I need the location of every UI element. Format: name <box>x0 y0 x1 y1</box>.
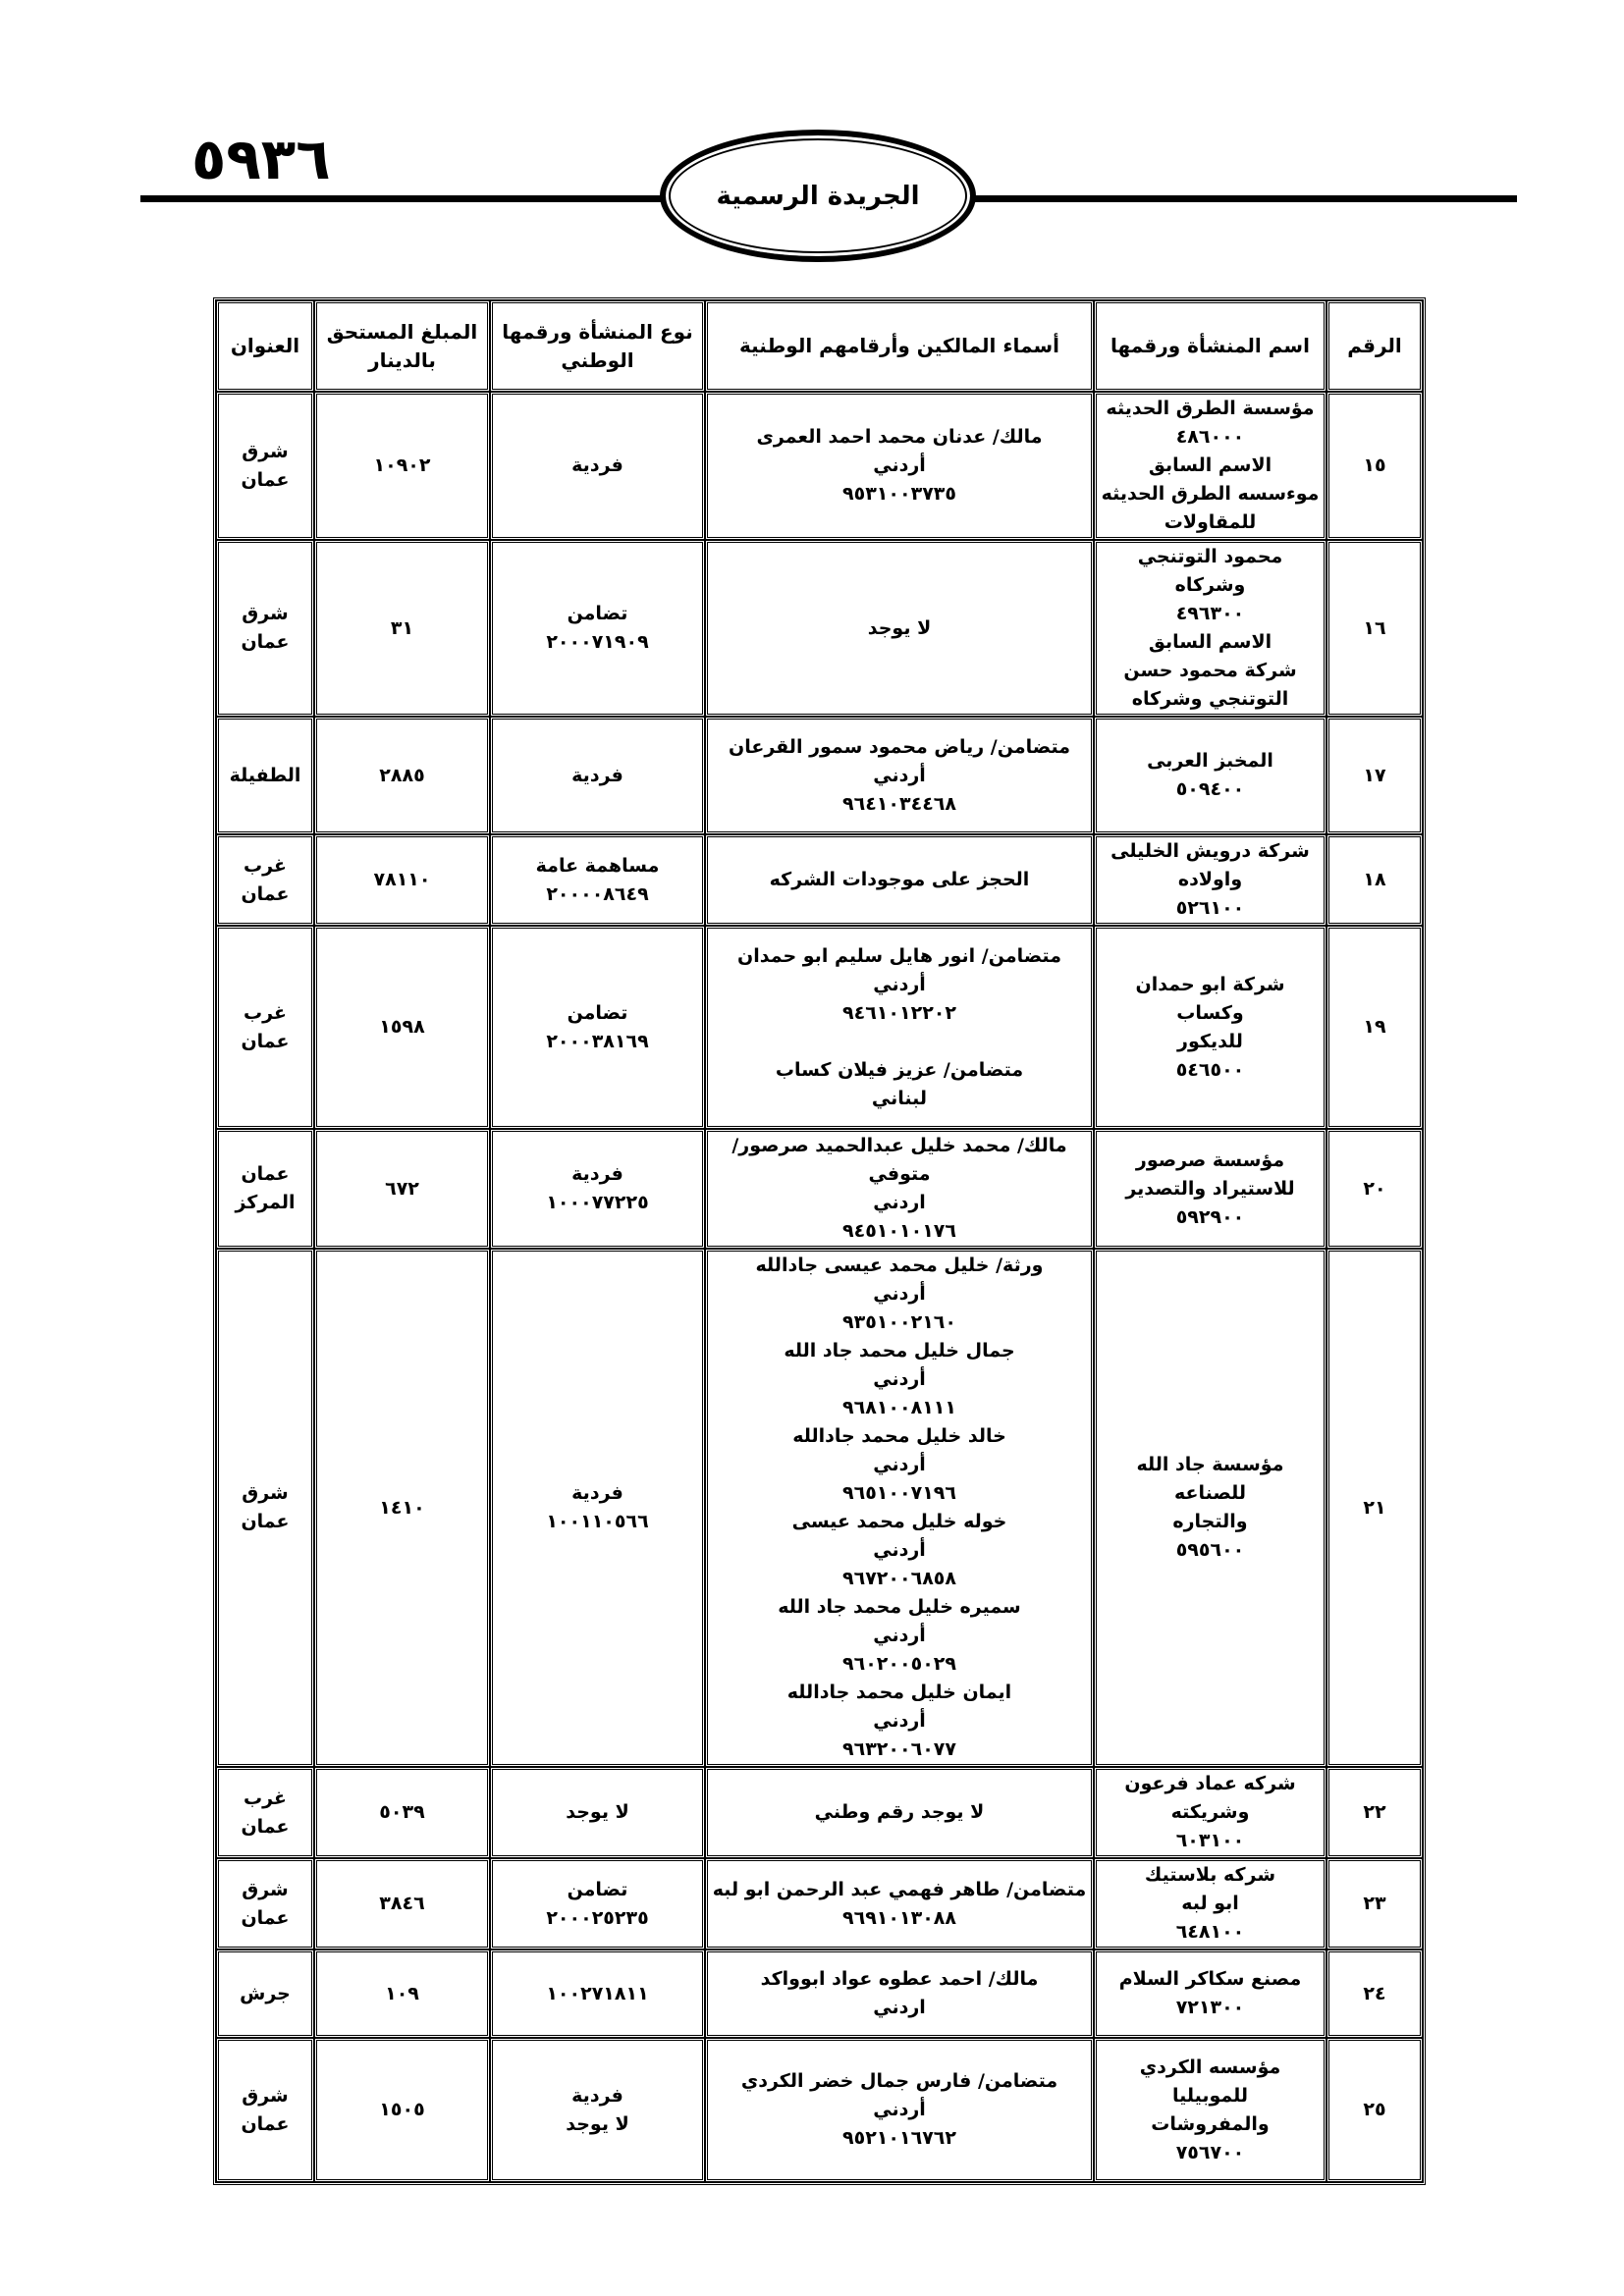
records-table: الرقم اسم المنشأة ورقمها أسماء المالكين … <box>213 297 1426 2185</box>
cell-address: شرق عمان <box>216 540 314 717</box>
cell-address: شرق عمان <box>216 1858 314 1949</box>
cell-type: فردية ١٠٠٠٧٧٢٢٥ <box>490 1129 705 1249</box>
table-row: ٢٣ شركه بلاستيك ابو لبه ٦٤٨١٠٠ متضامن/ طاه… <box>216 1858 1423 1949</box>
cell-amount: ٦٧٢ <box>314 1129 490 1249</box>
table-row: ١٩ شركة ابو حمدان وكساب للديكور ٥٤٦٥٠٠ متض… <box>216 926 1423 1129</box>
cell-amount: ١٥٩٨ <box>314 926 490 1129</box>
table-row: ١٨ شركة درويش الخليلى واولاده ٥٢٦١٠٠ الحجز… <box>216 834 1423 926</box>
cell-num: ١٨ <box>1326 834 1423 926</box>
cell-owners: متضامن/ طاهر فهمي عبد الرحمن ابو لبه ٩٦٩… <box>705 1858 1094 1949</box>
cell-num: ٢١ <box>1326 1249 1423 1767</box>
cell-amount: ١٥٠٥ <box>314 2038 490 2182</box>
col-header-name: اسم المنشأة ورقمها <box>1094 300 1326 392</box>
cell-address: شرق عمان <box>216 392 314 540</box>
cell-name: شركة درويش الخليلى واولاده ٥٢٦١٠٠ <box>1094 834 1326 926</box>
cell-type: فردية <box>490 392 705 540</box>
cell-num: ٢٠ <box>1326 1129 1423 1249</box>
cell-amount: ٣٨٤٦ <box>314 1858 490 1949</box>
cell-amount: ٥٠٣٩ <box>314 1767 490 1858</box>
cell-type: ١٠٠٢٧١٨١١ <box>490 1949 705 2038</box>
cell-num: ٢٢ <box>1326 1767 1423 1858</box>
cell-owners: متضامن/ انور هايل سليم ابو حمدان أردني ٩… <box>705 926 1094 1129</box>
table-row: ٢٤ مصنع سكاكر السلام ٧٢١٣٠٠ مالك/ احمد عطو… <box>216 1949 1423 2038</box>
cell-address: عمان المركز <box>216 1129 314 1249</box>
cell-num: ١٩ <box>1326 926 1423 1129</box>
cell-owners: ورثة/ خليل محمد عيسى جادالله أردني ٩٣٥١٠… <box>705 1249 1094 1767</box>
cell-name: مصنع سكاكر السلام ٧٢١٣٠٠ <box>1094 1949 1326 2038</box>
cell-type: لا يوجد <box>490 1767 705 1858</box>
table-row: ١٥ مؤسسة الطرق الحديثه ٤٨٦٠٠٠ الاسم الساب… <box>216 392 1423 540</box>
cell-name: محمود التوتنجي وشركاه ٤٩٦٣٠٠ الاسم الساب… <box>1094 540 1326 717</box>
cell-name: مؤسسة الطرق الحديثه ٤٨٦٠٠٠ الاسم السابق … <box>1094 392 1326 540</box>
cell-owners: مالك/ عدنان محمد احمد العمرى أردني ٩٥٣١٠… <box>705 392 1094 540</box>
cell-address: غرب عمان <box>216 926 314 1129</box>
publication-title-oval: الجريدة الرسمية <box>660 130 976 262</box>
table-row: ٢٥ مؤسسه الكردي للموبيليا والمفروشات ٧٥٦٧… <box>216 2038 1423 2182</box>
cell-num: ٢٥ <box>1326 2038 1423 2182</box>
cell-name: مؤسسة صرصور للاستيراد والتصدير ٥٩٢٩٠٠ <box>1094 1129 1326 1249</box>
cell-owners: متضامن/ فارس جمال خضر الكردي أردني ٩٥٢١٠… <box>705 2038 1094 2182</box>
cell-owners: لا يوجد رقم وطني <box>705 1767 1094 1858</box>
cell-num: ٢٣ <box>1326 1858 1423 1949</box>
cell-amount: ١٠٩ <box>314 1949 490 2038</box>
table-row: ٢١ مؤسسة جاد الله للصناعه والتجاره ٥٩٥٦٠٠… <box>216 1249 1423 1767</box>
cell-amount: ٣١ <box>314 540 490 717</box>
cell-name: مؤسسه الكردي للموبيليا والمفروشات ٧٥٦٧٠٠ <box>1094 2038 1326 2182</box>
page-number: ٥٩٣٦ <box>191 126 331 192</box>
cell-type: فردية لا يوجد <box>490 2038 705 2182</box>
cell-owners: مالك/ احمد عطوه عواد ابوواكد اردني <box>705 1949 1094 2038</box>
table-row: ٢٢ شركه عماد فرعون وشريكته ٦٠٣١٠٠ لا يوجد … <box>216 1767 1423 1858</box>
cell-num: ١٦ <box>1326 540 1423 717</box>
cell-num: ١٥ <box>1326 392 1423 540</box>
cell-address: شرق عمان <box>216 2038 314 2182</box>
publication-title: الجريدة الرسمية <box>716 181 920 211</box>
cell-type: فردية ١٠٠١١٠٥٦٦ <box>490 1249 705 1767</box>
cell-owners: متضامن/ رياض محمود سمور القرعان أردني ٩٦… <box>705 717 1094 834</box>
cell-type: تضامن ٢٠٠٠٢٥٢٣٥ <box>490 1858 705 1949</box>
cell-address: غرب عمان <box>216 1767 314 1858</box>
cell-name: شركه عماد فرعون وشريكته ٦٠٣١٠٠ <box>1094 1767 1326 1858</box>
cell-name: المخبز العربى ٥٠٩٤٠٠ <box>1094 717 1326 834</box>
cell-num: ٢٤ <box>1326 1949 1423 2038</box>
col-header-owners: أسماء المالكين وأرقامهم الوطنية <box>705 300 1094 392</box>
cell-name: مؤسسة جاد الله للصناعه والتجاره ٥٩٥٦٠٠ <box>1094 1249 1326 1767</box>
col-header-type: نوع المنشأة ورقمها الوطني <box>490 300 705 392</box>
cell-owners: الحجز على موجودات الشركه <box>705 834 1094 926</box>
cell-type: تضامن ٢٠٠٠٧١٩٠٩ <box>490 540 705 717</box>
cell-amount: ١٠٩٠٢ <box>314 392 490 540</box>
col-header-number: الرقم <box>1326 300 1423 392</box>
cell-address: جرش <box>216 1949 314 2038</box>
col-header-address: العنوان <box>216 300 314 392</box>
cell-num: ١٧ <box>1326 717 1423 834</box>
table-row: ١٧ المخبز العربى ٥٠٩٤٠٠ متضامن/ رياض محمود… <box>216 717 1423 834</box>
cell-amount: ٧٨١١٠ <box>314 834 490 926</box>
cell-address: غرب عمان <box>216 834 314 926</box>
cell-type: مساهمة عامة ٢٠٠٠٠٨٦٤٩ <box>490 834 705 926</box>
table-row: ١٦ محمود التوتنجي وشركاه ٤٩٦٣٠٠ الاسم الس… <box>216 540 1423 717</box>
cell-type: فردية <box>490 717 705 834</box>
table-row: ٢٠ مؤسسة صرصور للاستيراد والتصدير ٥٩٢٩٠٠ م… <box>216 1129 1423 1249</box>
cell-amount: ١٤١٠ <box>314 1249 490 1767</box>
cell-owners: لا يوجد <box>705 540 1094 717</box>
cell-amount: ٢٨٨٥ <box>314 717 490 834</box>
cell-name: شركة ابو حمدان وكساب للديكور ٥٤٦٥٠٠ <box>1094 926 1326 1129</box>
col-header-amount: المبلغ المستحق بالدينار <box>314 300 490 392</box>
cell-address: الطفيلة <box>216 717 314 834</box>
cell-address: شرق عمان <box>216 1249 314 1767</box>
cell-owners: مالك/ محمد خليل عبدالحميد صرصور/متوفي ار… <box>705 1129 1094 1249</box>
cell-type: تضامن ٢٠٠٠٣٨١٦٩ <box>490 926 705 1129</box>
table-header-row: الرقم اسم المنشأة ورقمها أسماء المالكين … <box>216 300 1423 392</box>
cell-name: شركه بلاستيك ابو لبه ٦٤٨١٠٠ <box>1094 1858 1326 1949</box>
